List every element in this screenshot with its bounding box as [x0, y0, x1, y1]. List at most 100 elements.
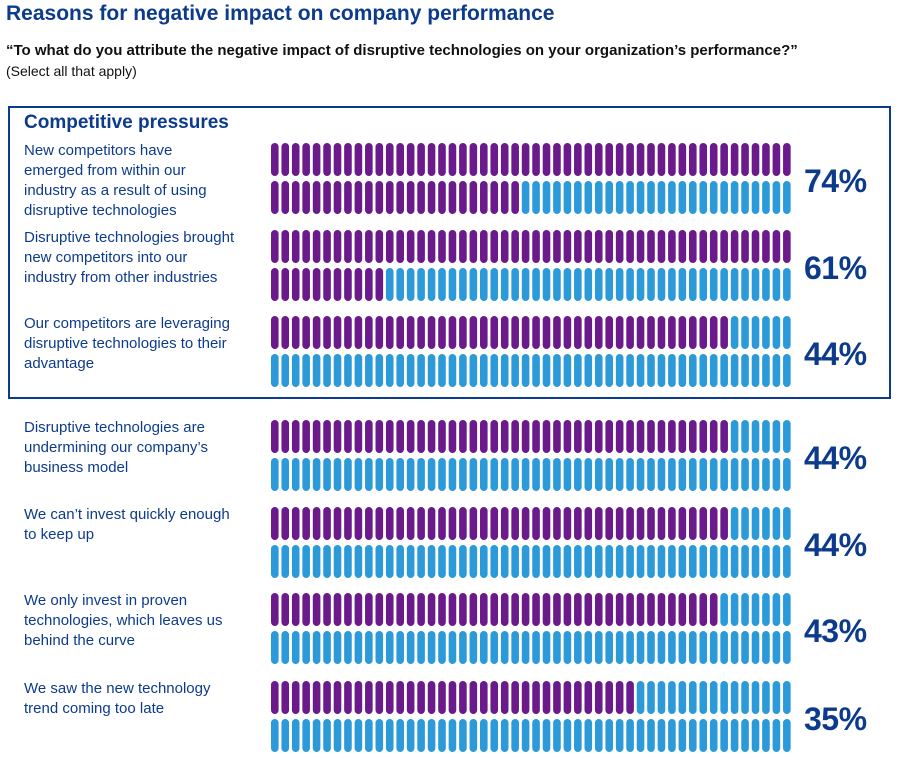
unit-filled — [647, 420, 655, 453]
unit-empty — [563, 268, 572, 301]
competitive-pressures-box — [8, 106, 891, 399]
value-label-4: 44% — [804, 440, 867, 476]
unit-empty — [291, 458, 300, 491]
unit-empty — [323, 719, 331, 752]
unit-filled — [385, 681, 394, 714]
unit-empty — [480, 545, 488, 578]
unit-empty — [762, 316, 770, 349]
unit-empty — [448, 719, 457, 752]
category-label-line: Disruptive technologies are — [24, 419, 205, 436]
unit-filled — [500, 507, 509, 540]
value-label-1: 74% — [804, 163, 867, 199]
unit-empty — [584, 458, 593, 491]
unit-empty — [448, 458, 457, 491]
unit-filled — [490, 507, 499, 540]
unit-filled — [668, 316, 676, 349]
unit-empty — [511, 631, 519, 664]
unit-filled — [532, 230, 540, 263]
unit-empty — [271, 354, 279, 387]
unit-filled — [344, 268, 352, 301]
unit-empty — [563, 545, 572, 578]
unit-filled — [365, 507, 373, 540]
unit-filled — [438, 316, 446, 349]
unit-empty — [469, 354, 478, 387]
unit-filled — [709, 593, 718, 626]
unit-empty — [741, 316, 749, 349]
unit-filled — [427, 420, 436, 453]
unit-empty — [647, 354, 655, 387]
unit-filled — [312, 681, 321, 714]
unit-empty — [741, 268, 749, 301]
unit-empty — [385, 268, 394, 301]
unit-empty — [521, 545, 530, 578]
unit-filled — [291, 181, 300, 214]
unit-filled — [448, 143, 457, 176]
unit-filled — [271, 593, 279, 626]
unit-filled — [709, 230, 718, 263]
unit-empty — [490, 719, 499, 752]
unit-empty — [511, 719, 519, 752]
unit-filled — [615, 230, 624, 263]
unit-filled — [615, 316, 624, 349]
unit-filled — [365, 420, 373, 453]
unit-filled — [406, 143, 415, 176]
unit-filled — [615, 420, 624, 453]
unit-empty — [636, 631, 645, 664]
unit-empty — [271, 631, 279, 664]
unit-filled — [302, 593, 310, 626]
unit-filled — [574, 507, 582, 540]
bar-strip-4-1 — [271, 420, 791, 453]
unit-filled — [344, 316, 352, 349]
unit-empty — [323, 631, 331, 664]
unit-filled — [689, 507, 697, 540]
unit-filled — [469, 507, 478, 540]
unit-filled — [375, 316, 384, 349]
unit-filled — [291, 593, 300, 626]
unit-empty — [751, 458, 760, 491]
unit-filled — [689, 316, 697, 349]
unit-filled — [448, 681, 457, 714]
unit-empty — [699, 354, 708, 387]
unit-empty — [323, 354, 331, 387]
unit-empty — [563, 181, 572, 214]
unit-filled — [427, 230, 436, 263]
unit-filled — [521, 507, 530, 540]
unit-filled — [448, 316, 457, 349]
unit-filled — [605, 681, 613, 714]
unit-empty — [365, 719, 373, 752]
unit-empty — [438, 631, 446, 664]
unit-empty — [542, 545, 551, 578]
unit-empty — [344, 354, 352, 387]
unit-filled — [699, 507, 708, 540]
unit-empty — [762, 458, 770, 491]
unit-filled — [668, 230, 676, 263]
unit-empty — [668, 181, 676, 214]
unit-filled — [490, 230, 499, 263]
unit-empty — [511, 458, 519, 491]
category-label-line: trend coming too late — [24, 700, 165, 717]
unit-filled — [563, 507, 572, 540]
unit-filled — [344, 507, 352, 540]
unit-empty — [365, 631, 373, 664]
unit-empty — [783, 316, 791, 349]
unit-filled — [657, 316, 666, 349]
unit-empty — [553, 181, 561, 214]
unit-empty — [783, 420, 791, 453]
unit-filled — [741, 230, 749, 263]
unit-empty — [615, 458, 624, 491]
unit-filled — [605, 230, 613, 263]
unit-filled — [762, 143, 770, 176]
unit-filled — [490, 316, 499, 349]
bar-strip-3-1 — [271, 316, 791, 349]
unit-filled — [511, 420, 519, 453]
unit-filled — [312, 181, 321, 214]
bar-strip-7-2 — [271, 719, 791, 752]
unit-filled — [396, 420, 404, 453]
unit-filled — [532, 593, 540, 626]
unit-filled — [615, 143, 624, 176]
unit-filled — [417, 316, 425, 349]
unit-filled — [469, 181, 478, 214]
unit-empty — [542, 181, 551, 214]
unit-filled — [417, 143, 425, 176]
unit-filled — [500, 230, 509, 263]
